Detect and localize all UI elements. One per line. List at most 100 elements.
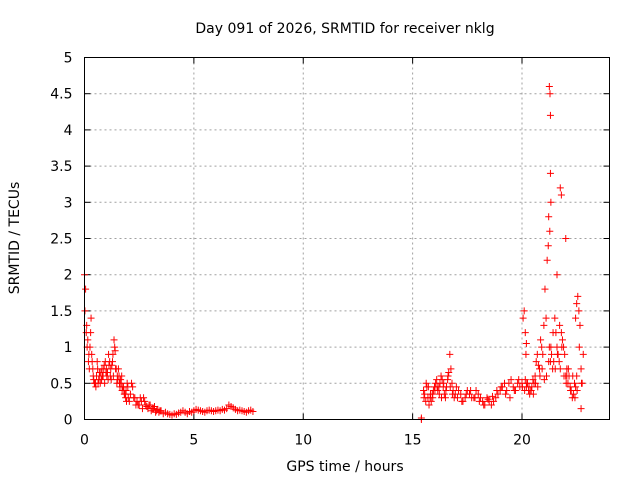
data-point (510, 387, 518, 395)
data-point (546, 111, 554, 119)
data-point (223, 405, 231, 413)
data-point (529, 376, 537, 384)
x-tick-label: 20 (513, 433, 531, 449)
data-point (118, 387, 126, 395)
data-point (540, 321, 548, 329)
data-point (445, 368, 453, 376)
data-point (120, 390, 128, 398)
data-point (538, 365, 546, 373)
data-point (545, 358, 553, 366)
data-point (553, 271, 561, 279)
data-point (112, 365, 120, 373)
data-point (576, 321, 584, 329)
data-point (425, 401, 433, 409)
data-point (522, 339, 530, 347)
data-point (551, 314, 559, 322)
data-point (572, 314, 580, 322)
data-point (474, 390, 482, 398)
data-point (98, 376, 106, 384)
data-point (114, 376, 122, 384)
data-point (578, 379, 585, 387)
data-point (574, 292, 582, 300)
data-point (100, 365, 108, 373)
y-tick-label: 0.5 (50, 376, 72, 392)
data-point (564, 365, 572, 373)
data-point (544, 242, 552, 250)
data-point (562, 379, 570, 387)
data-point (122, 394, 130, 402)
y-axis-label: SRMTID / TECUs (7, 182, 23, 295)
y-tick-label: 1.5 (50, 304, 72, 320)
data-point (563, 372, 571, 380)
data-point (249, 408, 257, 416)
x-tick-label: 10 (294, 433, 312, 449)
data-point (448, 390, 456, 398)
data-point (92, 383, 100, 391)
data-point (539, 350, 547, 358)
data-point (534, 383, 542, 391)
data-point (87, 314, 95, 322)
data-point (87, 329, 95, 337)
data-point (487, 401, 495, 409)
data-point (558, 336, 566, 344)
data-point (102, 368, 110, 376)
data-point (420, 387, 428, 395)
data-point (125, 397, 133, 405)
data-point (523, 379, 531, 387)
data-point (88, 350, 96, 358)
data-point (557, 191, 565, 199)
data-point (503, 387, 511, 395)
data-point (461, 394, 469, 402)
data-point (575, 343, 583, 351)
data-point (462, 390, 470, 398)
data-point (546, 169, 554, 177)
data-point (490, 397, 498, 405)
y-tick-label: 0 (64, 413, 73, 429)
data-point (571, 394, 579, 402)
data-point (435, 390, 443, 398)
data-point (555, 358, 563, 366)
data-point (505, 379, 513, 387)
data-point (440, 379, 448, 387)
data-point (109, 350, 117, 358)
data-point (515, 376, 523, 384)
data-point (455, 387, 463, 395)
data-point (569, 372, 577, 380)
data-point (438, 394, 445, 402)
data-point (540, 376, 548, 384)
data-point (141, 397, 149, 405)
data-point (128, 379, 136, 387)
data-point (537, 336, 545, 344)
data-point (442, 387, 450, 395)
data-point (136, 394, 144, 402)
data-point (521, 329, 529, 337)
data-point (521, 376, 529, 384)
data-point (527, 387, 535, 395)
data-point (475, 397, 483, 405)
data-point (518, 383, 526, 391)
data-point (446, 350, 454, 358)
data-point (562, 235, 570, 242)
data-point (115, 372, 123, 380)
data-point (467, 387, 475, 395)
x-axis-label: GPS time / hours (286, 459, 403, 475)
data-point (553, 350, 561, 358)
data-point (446, 383, 454, 391)
data-point (427, 390, 435, 398)
y-tick-label: 2.5 (50, 232, 72, 248)
data-point (575, 307, 583, 315)
data-point (156, 407, 164, 415)
data-point (110, 336, 118, 344)
data-points (81, 82, 587, 423)
data-point (579, 350, 587, 358)
data-point (557, 329, 565, 337)
data-point (433, 383, 441, 391)
data-point (452, 383, 460, 391)
plot-frame (84, 57, 610, 420)
data-point (547, 343, 555, 351)
data-point (521, 387, 529, 395)
data-point (117, 379, 125, 387)
data-point (577, 405, 585, 413)
data-point (82, 285, 90, 293)
